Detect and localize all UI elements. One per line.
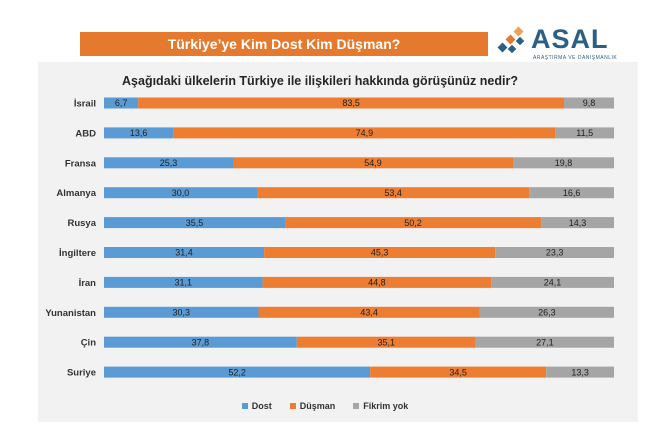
data-label: 52,2 [228,367,246,377]
bar-segment [541,217,614,229]
bar-segment [104,187,257,199]
bar-segment [104,157,234,169]
bar-segment [104,336,297,348]
legend-swatch [241,403,248,409]
category-label: İsrail [74,99,96,110]
bar-segment [479,306,614,318]
data-label: 13,6 [130,128,148,138]
bar-segment [546,366,614,378]
logo-name: ASAL [531,24,609,54]
category-label: Almanya [56,188,96,199]
legend-swatch [289,403,296,409]
category-label: ABD [75,128,96,139]
bar-segment [529,187,614,199]
data-label: 14,3 [569,218,587,228]
bar-segment [233,157,514,169]
data-label: 16,6 [563,188,581,198]
data-label: 45,3 [371,248,389,258]
data-label: 50,2 [404,218,422,228]
data-label: 83,5 [342,98,360,108]
category-label: İngiltere [59,248,96,259]
logo-mark-icon [497,26,525,54]
bar-segment [564,97,614,109]
legend-swatch [353,403,360,409]
data-label: 6,7 [115,98,128,108]
bar-segment [104,247,265,258]
data-label: 34,5 [449,367,467,377]
data-label: 53,4 [384,188,402,198]
data-label: 31,1 [175,278,193,288]
chart-title: Aşağıdaki ülkelerin Türkiye ile ilişkile… [122,74,518,88]
bar-segment [104,276,263,288]
bar-segment [555,127,614,139]
bar-segment [262,276,492,288]
data-label: 19,8 [555,158,573,168]
category-label: Rusya [67,218,96,229]
bar-segment [258,306,480,318]
data-label: 37,8 [192,337,210,347]
legend-item: Düşman [289,401,336,411]
data-label: 26,3 [538,308,556,318]
bar-segment [513,157,614,169]
legend-label: Düşman [299,401,336,411]
bar-segment [104,97,139,109]
data-label: 35,1 [378,337,396,347]
logo-tagline: ARAŞTIRMA VE DANIŞMANLIK [533,55,618,61]
banner-title: Türkiye’ye Kim Dost Kim Düşman? [80,32,488,56]
bar-segment [138,97,565,109]
bar-segment [104,366,371,378]
legend-item: Dost [241,401,272,411]
data-label: 23,3 [546,248,564,258]
legend-item: Fikrim yok [353,401,408,411]
bar-segment [296,336,476,348]
legend-label: Fikrim yok [363,401,409,411]
data-label: 54,9 [364,158,382,168]
data-label: 25,3 [160,158,178,168]
category-label: Suriye [67,368,96,379]
data-label: 31,4 [175,248,193,258]
category-label: Yunanistan [45,308,96,319]
bar-segment [104,306,259,318]
asal-logo: ASAL ARAŞTIRMA VE DANIŞMANLIK [497,24,617,64]
data-label: 35,5 [186,218,204,228]
category-label: İran [79,278,97,289]
bar-segment [104,127,174,139]
bar-segment [370,366,547,378]
chart-legend: Dost Düşman Fikrim yok [0,401,650,411]
data-label: 44,8 [368,278,386,288]
data-label: 43,4 [360,308,378,318]
bar-segment [264,247,496,258]
bar-segment [173,127,556,139]
category-label: Fransa [65,158,97,169]
bar-segment [104,217,286,229]
data-label: 30,3 [172,308,190,318]
data-label: 9,8 [583,98,596,108]
legend-label: Dost [251,401,272,411]
bar-segment [475,336,614,348]
bar-segment [285,217,542,229]
data-label: 11,5 [576,128,593,138]
data-label: 30,0 [172,188,190,198]
data-label: 13,3 [571,367,589,377]
bar-segment [257,187,530,199]
chart-area [38,62,638,422]
category-label: Çin [81,338,97,349]
bar-segment [495,247,614,258]
data-label: 24,1 [544,278,562,288]
data-label: 27,1 [536,337,554,347]
data-label: 74,9 [356,128,374,138]
bar-segment [491,276,614,288]
